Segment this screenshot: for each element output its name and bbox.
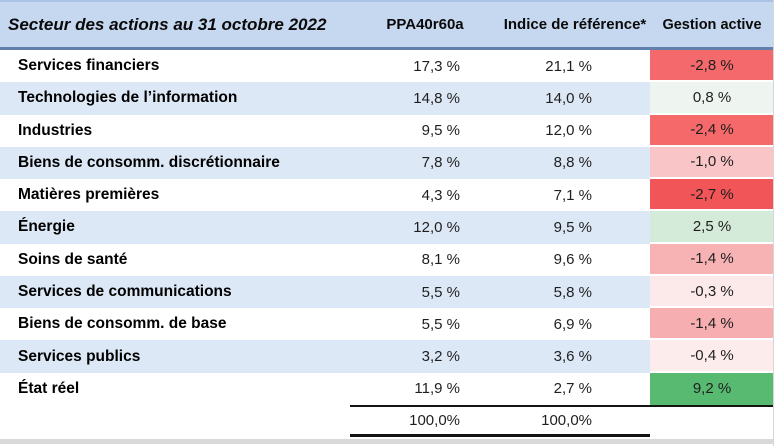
benchmark-value: 21,1 % — [545, 57, 592, 75]
benchmark-value: 6,9 % — [553, 315, 592, 333]
active-management-value: 9,2 % — [650, 372, 773, 405]
ppa-value: 9,5 % — [421, 122, 460, 140]
benchmark-value: 8,8 % — [553, 154, 592, 172]
sector-name: Énergie — [18, 218, 75, 236]
active-management-value: -2,7 % — [650, 179, 773, 212]
table-row: Matières premières 4,3 % 7,1 % -2,7 % — [0, 179, 773, 212]
sector-name: Biens de consomm. de base — [18, 315, 227, 333]
table-body: Services financiers 17,3 % 21,1 % -2,8 %… — [0, 50, 773, 405]
table-row: Services financiers 17,3 % 21,1 % -2,8 % — [0, 50, 773, 83]
benchmark-value: 9,5 % — [553, 218, 592, 236]
total-ppa-value: 100,0% — [350, 405, 500, 437]
ppa-value: 17,3 % — [413, 57, 460, 75]
table-row: Soins de santé 8,1 % 9,6 % -1,4 % — [0, 243, 773, 276]
sector-name: Industries — [18, 121, 93, 139]
table-title: Secteur des actions au 31 octobre 2022 — [8, 14, 327, 34]
column-header-benchmark: Indice de référence* — [503, 16, 647, 33]
benchmark-value: 7,1 % — [553, 186, 592, 204]
active-management-value: -2,4 % — [650, 114, 773, 147]
ppa-value: 5,5 % — [421, 283, 460, 301]
active-management-value: 0,8 % — [650, 82, 773, 115]
table-header: Secteur des actions au 31 octobre 2022 P… — [0, 0, 773, 47]
ppa-value: 11,9 % — [414, 380, 460, 398]
benchmark-value: 3,6 % — [553, 348, 592, 366]
ppa-value: 7,8 % — [421, 154, 460, 172]
table-row: Énergie 12,0 % 9,5 % 2,5 % — [0, 211, 773, 244]
sector-name: Biens de consomm. discrétionnaire — [18, 153, 280, 171]
benchmark-value: 14,0 % — [545, 89, 592, 107]
column-header-active-management: Gestion active — [662, 16, 762, 33]
benchmark-value: 5,8 % — [553, 283, 592, 301]
active-management-value: -0,4 % — [650, 340, 773, 373]
benchmark-value: 9,6 % — [553, 251, 592, 269]
bottom-gap — [0, 437, 773, 439]
active-management-value: 2,5 % — [650, 211, 773, 244]
active-management-value: -0,3 % — [650, 275, 773, 309]
table-row: Industries 9,5 % 12,0 % -2,4 % — [0, 114, 773, 147]
sector-name: Matières premières — [18, 186, 160, 204]
table-row: État réel 11,9 % 2,7 % 9,2 % — [0, 372, 773, 405]
total-row: 100,0% 100,0% — [0, 405, 773, 437]
active-management-value: -2,8 % — [650, 50, 773, 83]
ppa-value: 12,0 % — [413, 218, 460, 236]
sector-name: Technologies de l’information — [18, 89, 238, 107]
column-header-ppa: PPA40r60a — [386, 16, 464, 33]
table-row: Services de communications 5,5 % 5,8 % -… — [0, 275, 773, 309]
benchmark-value: 12,0 % — [545, 122, 592, 140]
sector-name: Services financiers — [18, 57, 160, 75]
table-row: Services publics 3,2 % 3,6 % -0,4 % — [0, 340, 773, 373]
table-row: Biens de consomm. de base 5,5 % 6,9 % -1… — [0, 308, 773, 341]
active-management-value: -1,4 % — [650, 308, 773, 341]
benchmark-value: 2,7 % — [553, 380, 592, 398]
active-management-value: -1,4 % — [650, 243, 773, 276]
sector-name: Services publics — [18, 347, 141, 365]
sector-name: Soins de santé — [18, 250, 128, 268]
bottom-bar — [0, 439, 773, 444]
header-divider — [0, 47, 773, 50]
sector-name: Services de communications — [18, 283, 232, 301]
ppa-value: 8,1 % — [421, 251, 460, 269]
ppa-value: 4,3 % — [421, 186, 460, 204]
active-management-value: -1,0 % — [650, 146, 773, 180]
bottom-strip — [0, 437, 773, 446]
total-benchmark-value: 100,0% — [500, 405, 650, 437]
ppa-value: 14,8 % — [413, 89, 460, 107]
ppa-value: 3,2 % — [421, 348, 460, 366]
table-row: Technologies de l’information 14,8 % 14,… — [0, 82, 773, 115]
ppa-value: 5,5 % — [421, 315, 460, 333]
total-active-spacer — [650, 405, 773, 437]
sector-name: État réel — [18, 379, 80, 397]
table-row: Biens de consomm. discrétionnaire 7,8 % … — [0, 146, 773, 180]
bottom-gap — [0, 444, 773, 446]
